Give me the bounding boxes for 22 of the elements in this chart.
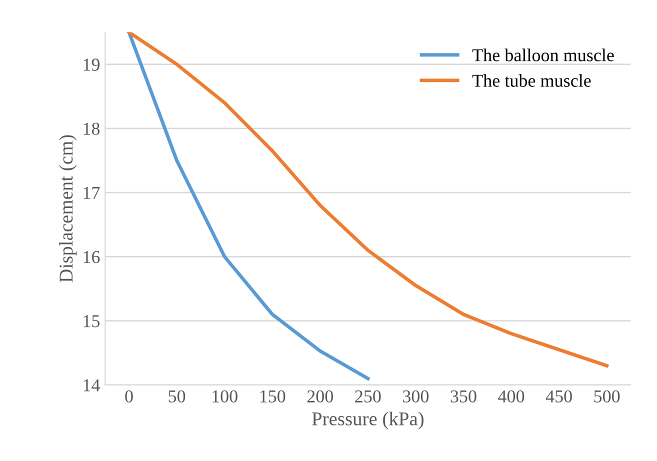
y-tick-label: 19: [84, 58, 100, 71]
x-tick-label: 0: [125, 390, 133, 403]
y-tick-label: 16: [84, 251, 100, 264]
y-tick-label: 15: [84, 315, 100, 328]
y-tick-label: 17: [84, 186, 100, 199]
x-tick-label: 100: [212, 390, 238, 403]
y-tick-label: 14: [84, 379, 100, 392]
x-tick-label: 400: [498, 390, 524, 403]
legend-label: The balloon muscle: [472, 48, 614, 62]
x-tick-label: 450: [546, 390, 572, 403]
y-tick-label: 18: [84, 122, 100, 135]
x-axis-title: Pressure (kPa): [312, 412, 424, 430]
x-tick-label: 150: [260, 390, 286, 403]
y-axis-title: Displacement (cm): [59, 135, 77, 282]
x-tick-label: 250: [355, 390, 381, 403]
x-tick-label: 200: [307, 390, 333, 403]
x-tick-label: 300: [403, 390, 429, 403]
legend-label: The tube muscle: [472, 74, 591, 87]
x-tick-label: 500: [594, 390, 620, 403]
line-series: [127, 32, 370, 380]
x-tick-label: 350: [450, 390, 476, 403]
x-tick-label: 50: [168, 390, 186, 403]
